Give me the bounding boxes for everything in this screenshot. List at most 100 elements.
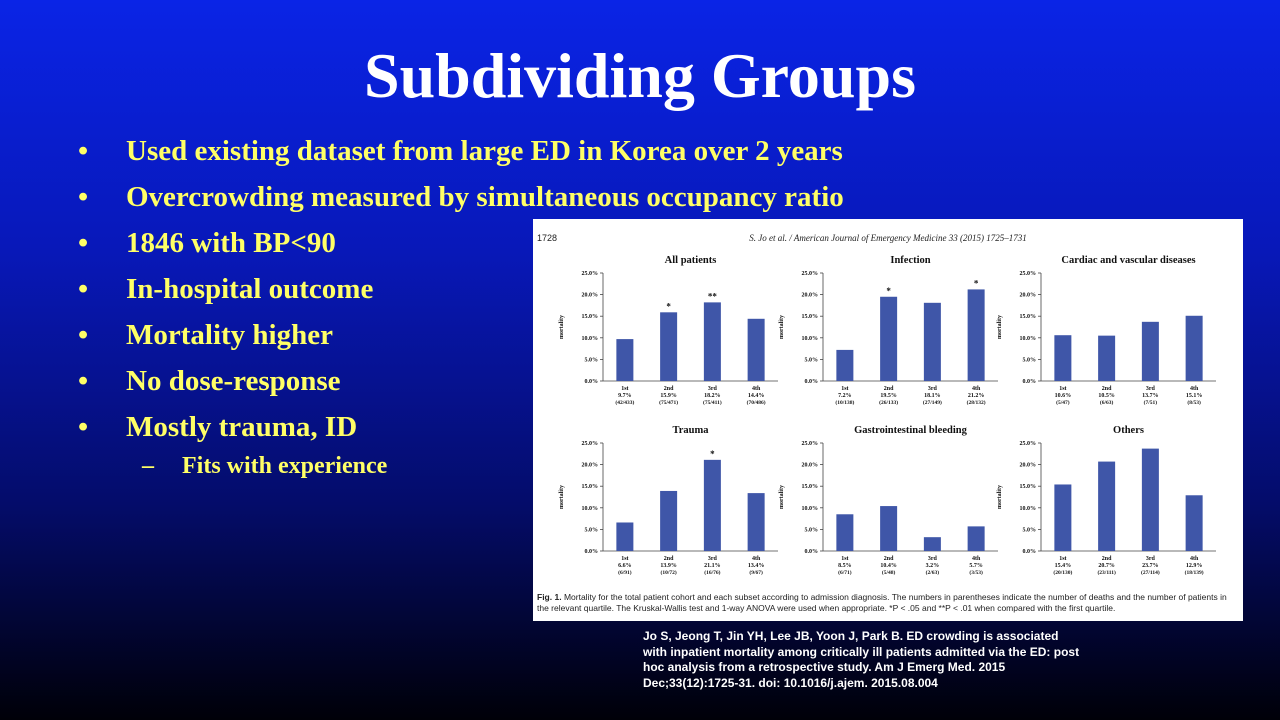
bar <box>703 302 721 381</box>
data-label: 13.7% <box>1142 393 1159 399</box>
bullet-item: Mortality higher <box>78 312 844 358</box>
bullet-item: Used existing dataset from large ED in K… <box>78 128 844 174</box>
bar <box>1185 495 1203 551</box>
x-tick-label: 3rd <box>1146 556 1156 562</box>
bar <box>1098 461 1116 551</box>
x-tick-label: 4th <box>752 386 761 392</box>
y-tick-label: 5.0% <box>585 527 599 533</box>
x-tick-label: 2nd <box>884 556 894 562</box>
data-label: 15.1% <box>1186 393 1203 399</box>
x-tick-label: 4th <box>752 556 761 562</box>
bullet-item: No dose-response <box>78 358 844 404</box>
data-label: 15.4% <box>1055 563 1072 569</box>
data-label: 20.7% <box>1098 563 1115 569</box>
x-tick-label: 1st <box>841 556 848 562</box>
y-tick-label: 20.0% <box>1020 463 1037 469</box>
count-label: (10/138) <box>835 399 854 406</box>
x-tick-label: 4th <box>972 556 981 562</box>
bar <box>923 302 941 381</box>
count-label: (6/91) <box>618 569 632 576</box>
count-label: (27/149) <box>923 399 942 406</box>
data-label: 19.5% <box>880 393 897 399</box>
significance-marker: * <box>974 278 979 288</box>
y-axis-label: mortality <box>559 315 565 339</box>
data-label: 10.4% <box>880 563 897 569</box>
bar <box>1054 484 1072 551</box>
y-tick-label: 15.0% <box>802 314 819 320</box>
y-tick-label: 5.0% <box>585 357 599 363</box>
figure-page-number: 1728 <box>537 233 558 243</box>
bar <box>836 514 854 551</box>
count-label: (2/63) <box>926 569 940 576</box>
y-tick-label: 0.0% <box>585 549 599 555</box>
data-label: 15.9% <box>660 393 677 399</box>
y-tick-label: 0.0% <box>805 379 819 385</box>
sub-bullet-dash: – <box>142 453 154 479</box>
data-label: 12.9% <box>1186 563 1203 569</box>
y-tick-label: 25.0% <box>802 441 819 447</box>
count-label: (23/111) <box>1097 569 1116 576</box>
count-label: (6/71) <box>838 569 852 576</box>
chart-title: Trauma <box>673 425 710 436</box>
bar <box>1141 448 1159 551</box>
y-tick-label: 10.0% <box>1020 506 1037 512</box>
bar <box>967 289 985 381</box>
bullet-item: Mostly trauma, ID <box>78 404 844 450</box>
chart-title: All patients <box>665 255 717 266</box>
y-tick-label: 10.0% <box>802 506 819 512</box>
bullet-item: Overcrowding measured by simultaneous oc… <box>78 174 844 220</box>
bar <box>616 339 634 381</box>
count-label: (8/53) <box>1187 399 1201 406</box>
y-axis-label: mortality <box>559 485 565 509</box>
data-label: 23.7% <box>1142 563 1159 569</box>
bar <box>703 459 721 551</box>
chart-title: Others <box>1113 425 1144 436</box>
data-label: 13.4% <box>748 563 765 569</box>
data-label: 14.4% <box>748 393 765 399</box>
data-label: 9.7% <box>618 393 632 399</box>
figure-image: 1728 S. Jo et al. / American Journal of … <box>533 219 1243 621</box>
x-tick-label: 3rd <box>708 556 718 562</box>
count-label: (42/433) <box>615 399 634 406</box>
data-label: 7.2% <box>838 393 852 399</box>
data-label: 6.6% <box>618 563 632 569</box>
x-tick-label: 2nd <box>664 386 674 392</box>
figure-caption-label: Fig. 1. <box>537 592 562 602</box>
y-tick-label: 20.0% <box>802 293 819 299</box>
x-tick-label: 1st <box>1059 556 1066 562</box>
significance-marker: * <box>710 449 715 459</box>
y-tick-label: 0.0% <box>805 549 819 555</box>
count-label: (18/139) <box>1185 569 1204 576</box>
data-label: 18.2% <box>704 393 721 399</box>
y-tick-label: 10.0% <box>582 336 599 342</box>
x-tick-label: 1st <box>621 386 628 392</box>
bar <box>747 318 765 381</box>
bar <box>880 506 898 551</box>
figure-caption-text: Mortality for the total patient cohort a… <box>537 592 1227 613</box>
bar <box>923 537 941 551</box>
data-label: 18.1% <box>924 393 941 399</box>
y-tick-label: 20.0% <box>582 463 599 469</box>
y-tick-label: 15.0% <box>1020 314 1037 320</box>
citation: Jo S, Jeong T, Jin YH, Lee JB, Yoon J, P… <box>643 629 1080 690</box>
count-label: (75/471) <box>659 399 678 406</box>
y-tick-label: 5.0% <box>805 527 819 533</box>
count-label: (16/76) <box>704 569 720 576</box>
x-tick-label: 3rd <box>708 386 718 392</box>
y-tick-label: 20.0% <box>802 463 819 469</box>
data-label: 10.6% <box>1055 393 1072 399</box>
figure-journal-header: S. Jo et al. / American Journal of Emerg… <box>749 233 1027 243</box>
y-tick-label: 10.0% <box>1020 336 1037 342</box>
x-tick-label: 3rd <box>928 386 938 392</box>
x-tick-label: 4th <box>1190 556 1199 562</box>
y-tick-label: 15.0% <box>582 484 599 490</box>
y-tick-label: 25.0% <box>802 271 819 277</box>
y-tick-label: 10.0% <box>582 506 599 512</box>
x-tick-label: 1st <box>621 556 628 562</box>
y-tick-label: 20.0% <box>1020 293 1037 299</box>
data-label: 21.1% <box>704 563 721 569</box>
count-label: (27/114) <box>1141 569 1160 576</box>
y-tick-label: 0.0% <box>585 379 599 385</box>
bar <box>836 349 854 381</box>
bullet-item: In-hospital outcome <box>78 266 844 312</box>
